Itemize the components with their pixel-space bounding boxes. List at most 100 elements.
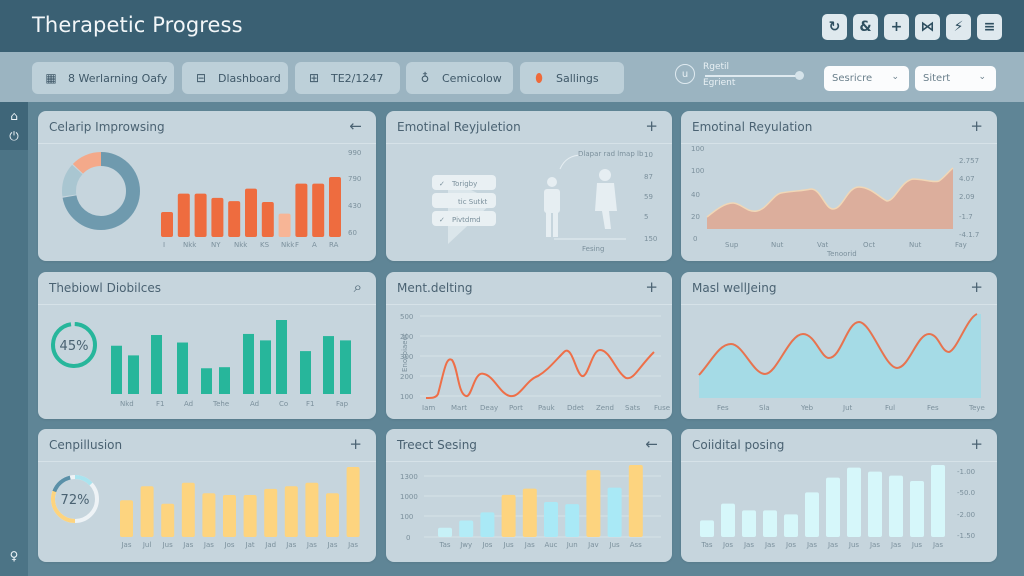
card-title: Cenpillusion [49, 438, 123, 452]
divider [386, 461, 672, 462]
chart-celarip: I Nkk NY Nkk KS Nkk F A RA 990 790 430 60 [62, 149, 361, 249]
tab-label: Sallings [556, 71, 599, 85]
svg-text:Jus: Jus [911, 541, 923, 549]
bar [438, 527, 452, 537]
select-value: Sitert [923, 73, 951, 84]
menu-icon-glyph: ≡ [983, 19, 996, 35]
svg-text:300: 300 [400, 353, 413, 361]
bar [565, 504, 580, 537]
divider [386, 304, 672, 305]
svg-text:Fuse: Fuse [654, 404, 670, 412]
card-treect-sesing: Treect Sesing ← 1300 1000 100 0 Tas Jwy Jo… [386, 429, 672, 562]
svg-text:45%: 45% [60, 339, 89, 354]
card-title: Masl wellJeing [692, 281, 777, 295]
svg-text:Fap: Fap [336, 400, 349, 408]
chart-area-emotional: 100 100 40 20 0 2.757 4.07 2.09 -1.7 -4.… [691, 145, 979, 258]
tab-werlarning-oafy[interactable]: ▦ 8 Werlarning Oafy [32, 62, 174, 94]
svg-text:KS: KS [260, 241, 270, 249]
help-icon[interactable]: ♀ [9, 549, 19, 563]
chart-icon-glyph: ⚡ [953, 19, 964, 35]
bar [223, 495, 236, 537]
divider [681, 143, 997, 144]
divider [38, 143, 376, 144]
chart-icon[interactable]: ⚡ [946, 14, 971, 40]
start-select[interactable]: Sitert ⌄ [915, 66, 996, 91]
user-icon[interactable]: & [853, 14, 878, 40]
slider-thumb[interactable] [795, 71, 804, 80]
bar [305, 482, 319, 537]
search-icon[interactable]: ⌕ [353, 278, 362, 296]
svg-text:Jas: Jas [890, 541, 901, 549]
back-arrow-icon[interactable]: ← [349, 117, 362, 135]
plus-icon[interactable]: + [645, 117, 658, 135]
range-slider[interactable]: u Rgetil Egrient [675, 62, 810, 90]
card-title: Thebiowl Diobilces [49, 281, 162, 295]
bar [295, 183, 308, 237]
bar [700, 520, 714, 537]
svg-text:Jut: Jut [842, 404, 853, 412]
bar [628, 465, 643, 537]
svg-text:-1.7: -1.7 [959, 213, 973, 221]
bar [346, 467, 360, 537]
bar [177, 342, 188, 394]
service-select[interactable]: Sesricre ⌄ [824, 66, 909, 91]
svg-text:Enosoiaeet: Enosoiaeet [401, 333, 409, 372]
bowtie-icon-glyph: ⋈ [920, 19, 935, 35]
plus-icon-glyph: + [890, 19, 903, 35]
svg-text:Oct: Oct [863, 241, 875, 249]
plus-icon[interactable]: + [645, 278, 658, 296]
bar [161, 503, 175, 537]
plus-icon[interactable]: + [884, 14, 909, 40]
svg-text:20: 20 [691, 213, 700, 221]
svg-text:-1.50: -1.50 [957, 532, 975, 540]
power-icon[interactable]: ⏻ [9, 129, 19, 143]
bowtie-icon[interactable]: ⋈ [915, 14, 940, 40]
chart-area-wellbeing: Fes Sla Yeb Jut Ful Fes Teye [698, 313, 985, 412]
svg-text:4.07: 4.07 [959, 175, 975, 183]
svg-text:Jas: Jas [306, 541, 317, 549]
card-thebiowl-diobilces: Thebiowl Diobilces ⌕ 45% Nkd F1 Ad Tehe Ad Co… [38, 272, 376, 419]
chevron-down-icon: ⌄ [891, 72, 899, 82]
refresh-icon[interactable]: ↻ [822, 14, 847, 40]
svg-text:Co: Co [279, 400, 288, 408]
card-ment-delting: Ment.delting + 500 200 300 200 100 Enoso… [386, 272, 672, 419]
svg-text:Fay: Fay [955, 241, 967, 249]
home-icon[interactable]: ⌂ [10, 109, 18, 123]
svg-text:-4.1.7: -4.1.7 [959, 231, 979, 239]
card-title: Celarip Improwsing [49, 120, 165, 134]
bar [586, 470, 601, 537]
svg-text:Jas: Jas [326, 541, 337, 549]
back-arrow-icon[interactable]: ← [645, 435, 658, 453]
divider [681, 461, 997, 462]
plus-icon[interactable]: + [970, 278, 983, 296]
card-coiidital-posing: Coiidital posing + -1.00 -50.0 -2.00 -1.… [681, 429, 997, 562]
svg-text:Jad: Jad [264, 541, 276, 549]
bar [161, 212, 173, 237]
tab-te2-1247[interactable]: ⊞ TE2/1247 [295, 62, 400, 94]
card-cenpillusion: Cenpillusion + 72% Jas Jul Jus Jas Jas Jos Jat… [38, 429, 376, 562]
svg-text:Tas: Tas [438, 541, 450, 549]
plus-icon[interactable]: + [970, 117, 983, 135]
divider [681, 304, 997, 305]
tab-dashboard[interactable]: ⊟ Dlashboard [182, 62, 288, 94]
sidebar-top-block [0, 102, 28, 150]
svg-text:Ass: Ass [630, 541, 642, 549]
tab-cemicolow[interactable]: ♁ Cemicolow [406, 62, 513, 94]
plus-icon[interactable]: + [970, 435, 983, 453]
svg-text:Jun: Jun [566, 541, 578, 549]
calendar-icon: ▦ [45, 71, 57, 85]
svg-text:tic Sutkt: tic Sutkt [458, 198, 487, 206]
bar [128, 355, 139, 394]
plus-icon[interactable]: + [349, 435, 362, 453]
svg-text:Sla: Sla [759, 404, 770, 412]
svg-text:100: 100 [691, 145, 704, 153]
svg-text:Nkk: Nkk [281, 241, 295, 249]
svg-text:Fes: Fes [717, 404, 729, 412]
chart-coiidital: -1.00 -50.0 -2.00 -1.50 Tas Jos Jas Jas Jos J… [700, 465, 975, 549]
bar [544, 502, 558, 537]
slider-track[interactable] [705, 75, 801, 77]
svg-text:Tenoorid: Tenoorid [826, 250, 857, 258]
menu-icon[interactable]: ≡ [977, 14, 1002, 40]
sidebar: ⌂ ⏻ ♀ [0, 102, 28, 576]
tab-settings[interactable]: ⬮ Sallings [520, 62, 624, 94]
